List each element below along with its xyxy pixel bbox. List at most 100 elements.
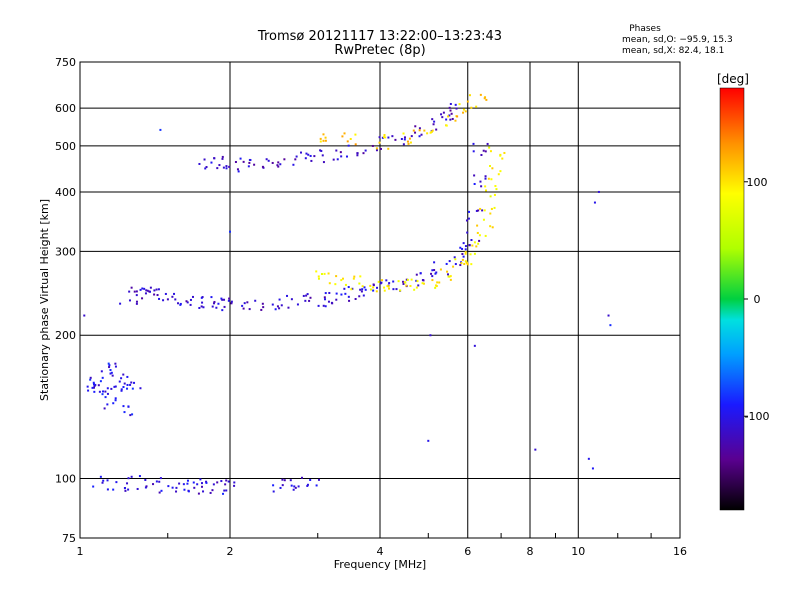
data-point <box>489 150 492 153</box>
data-point <box>388 282 391 285</box>
data-point <box>210 296 213 299</box>
data-point <box>587 457 590 460</box>
data-point <box>475 105 478 108</box>
data-point <box>279 163 282 166</box>
data-point <box>126 482 129 485</box>
data-point <box>461 253 464 256</box>
data-point <box>271 161 274 164</box>
data-point <box>423 129 426 132</box>
colorbar-label: [deg] <box>717 72 749 86</box>
data-point <box>305 152 308 155</box>
data-point <box>211 489 214 492</box>
data-point <box>122 373 125 376</box>
data-point <box>346 140 349 143</box>
data-point <box>148 290 151 293</box>
data-point <box>462 111 465 114</box>
data-point <box>100 370 103 373</box>
data-point <box>324 139 327 142</box>
data-point <box>276 164 279 167</box>
data-point <box>361 288 364 291</box>
data-point <box>120 377 123 380</box>
data-point <box>280 304 283 307</box>
data-point <box>200 482 203 485</box>
data-point <box>283 479 286 482</box>
data-point <box>462 255 465 258</box>
data-point <box>344 283 347 286</box>
data-point <box>422 279 425 282</box>
data-point <box>473 182 476 185</box>
data-point <box>484 185 487 188</box>
data-point <box>431 275 434 278</box>
data-point <box>461 247 464 250</box>
data-point <box>335 275 338 278</box>
data-point <box>211 305 214 308</box>
data-point <box>254 299 257 302</box>
data-point <box>364 149 367 152</box>
data-point <box>360 290 363 293</box>
data-point <box>410 278 413 281</box>
data-point <box>261 302 264 305</box>
data-point <box>446 270 449 273</box>
data-point <box>186 482 189 485</box>
data-point <box>489 165 492 168</box>
data-point <box>465 261 468 264</box>
data-point <box>442 111 445 114</box>
data-point <box>159 128 162 131</box>
data-point <box>127 488 130 491</box>
data-point <box>106 387 109 390</box>
data-point <box>352 277 355 280</box>
data-point <box>406 278 409 281</box>
data-point <box>477 209 480 212</box>
data-point <box>320 273 323 276</box>
y-tick-label: 200 <box>55 329 76 342</box>
data-point <box>175 490 178 493</box>
data-point <box>495 188 498 191</box>
data-point <box>234 160 237 163</box>
data-point <box>144 292 147 295</box>
data-point <box>472 150 475 153</box>
data-point <box>376 286 379 289</box>
data-point <box>114 365 117 368</box>
data-point <box>331 302 334 305</box>
data-point <box>469 253 472 256</box>
data-point <box>173 292 176 295</box>
data-point <box>473 241 476 244</box>
data-point <box>445 124 448 127</box>
data-point <box>103 407 106 410</box>
data-point <box>490 178 493 181</box>
data-point <box>136 487 139 490</box>
data-point <box>440 113 443 116</box>
data-point <box>228 297 231 300</box>
data-point <box>229 230 231 233</box>
data-point <box>322 161 325 164</box>
data-point <box>106 403 109 406</box>
data-point <box>339 151 342 154</box>
data-point <box>426 132 429 135</box>
data-point <box>114 385 117 388</box>
data-point <box>353 275 356 278</box>
data-point <box>408 137 411 140</box>
data-point <box>323 296 326 299</box>
data-point <box>227 480 230 483</box>
data-point <box>334 283 337 286</box>
data-point <box>479 180 482 183</box>
data-point <box>220 297 223 300</box>
data-point <box>236 168 239 171</box>
data-point <box>468 244 471 247</box>
data-point <box>158 480 161 483</box>
data-point <box>501 157 504 160</box>
data-point <box>92 381 95 384</box>
data-point <box>379 147 382 150</box>
data-point <box>277 161 280 164</box>
data-point <box>294 158 297 161</box>
data-point <box>86 385 89 388</box>
data-point <box>415 286 418 289</box>
data-point <box>126 383 129 386</box>
data-point <box>189 298 192 301</box>
data-point <box>133 290 136 293</box>
data-point <box>450 112 453 115</box>
data-point <box>465 219 468 222</box>
data-point <box>243 302 246 305</box>
data-point <box>464 245 467 248</box>
data-point <box>449 109 452 112</box>
